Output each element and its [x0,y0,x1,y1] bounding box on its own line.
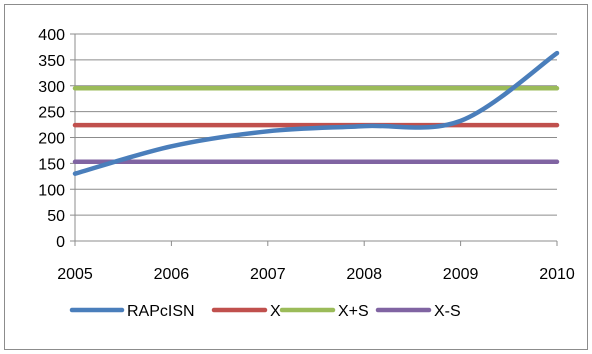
legend-label-x-s: X-S [434,303,461,320]
x-tick-label: 2010 [539,266,575,283]
y-tick-label: 50 [47,208,65,225]
y-tick-label: 150 [38,156,65,173]
legend-label-x-s: X+S [338,303,369,320]
series-line-rapcisn [72,50,560,176]
chart-frame [4,4,588,350]
y-tick-label: 0 [56,234,65,251]
x-tick-label: 2005 [57,266,93,283]
y-tick-label: 100 [38,182,65,199]
legend-label-rapcisn: RAPcISN [127,303,195,320]
x-tick-label: 2008 [346,266,382,283]
y-tick-label: 200 [38,131,65,148]
x-tick-label: 2007 [250,266,286,283]
y-tick-label: 300 [38,79,65,96]
x-tick-label: 2009 [443,266,479,283]
y-tick-label: 250 [38,105,65,122]
legend-label-x: X [270,303,281,320]
y-tick-label: 350 [38,53,65,70]
y-tick-label: 400 [38,27,65,44]
x-tick-label: 2006 [154,266,190,283]
